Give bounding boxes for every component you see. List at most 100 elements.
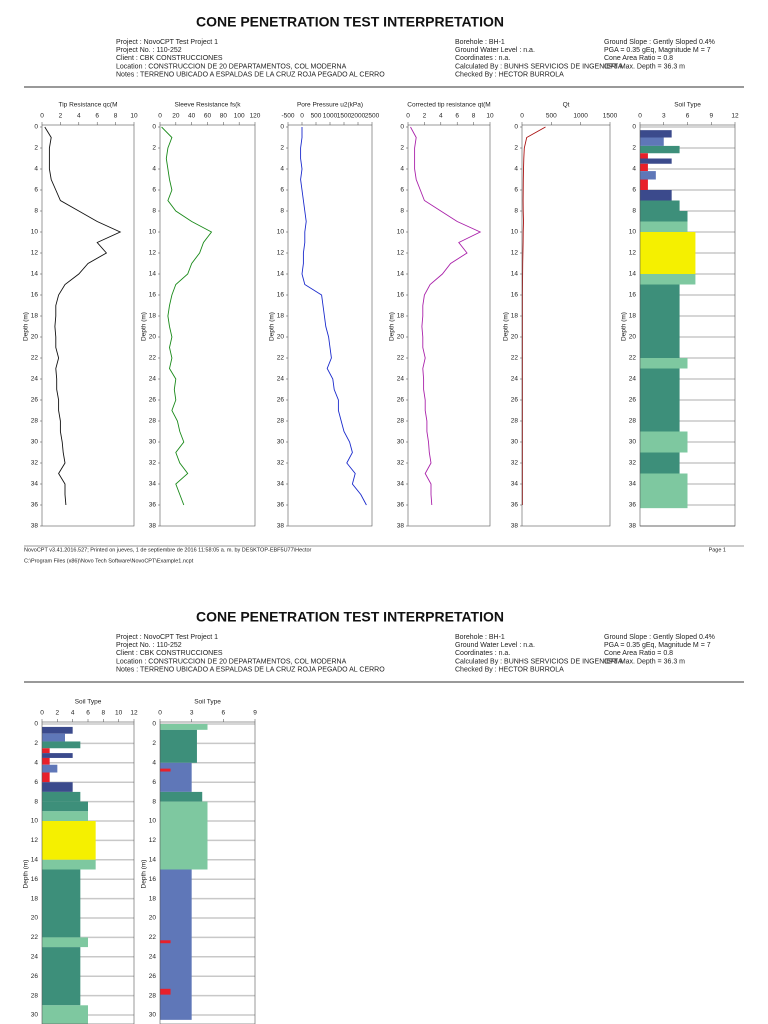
y-tick-label: 34 (629, 481, 637, 488)
x-tick-label: 1000 (323, 113, 338, 120)
soil-layer (640, 137, 664, 146)
y-tick-label: 14 (149, 857, 157, 864)
y-tick-label: 16 (149, 876, 157, 883)
y-axis-label: Depth (m) (621, 312, 628, 341)
page-title: CONE PENETRATION TEST INTERPRETATION (196, 609, 504, 625)
x-tick-label: 0 (40, 710, 44, 717)
y-tick-label: 32 (629, 460, 637, 467)
y-tick-label: 20 (629, 334, 637, 341)
x-tick-label: 9 (253, 710, 257, 717)
y-tick-label: 2 (280, 145, 284, 152)
y-tick-label: 24 (397, 376, 405, 383)
x-tick-label: 2 (56, 710, 60, 717)
header-line: Project : NovoCPT Test Project 1 (116, 39, 218, 46)
soil-layer (160, 724, 208, 730)
soil-layer (640, 190, 672, 201)
x-tick-label: 8 (102, 710, 106, 717)
x-tick-label: 2000 (351, 113, 366, 120)
panel-title: Corrected tip resistance qt(M (407, 102, 490, 109)
header-line: Borehole : BH-1 (455, 39, 505, 46)
y-tick-label: 36 (397, 502, 405, 509)
y-tick-label: 10 (149, 229, 157, 236)
y-tick-label: 38 (629, 523, 637, 530)
x-tick-label: 12 (731, 113, 739, 120)
soil-layer (640, 221, 688, 232)
x-tick-label: 6 (222, 710, 226, 717)
soil-layer (640, 153, 648, 159)
x-tick-label: 4 (439, 113, 443, 120)
y-tick-label: 36 (629, 502, 637, 509)
panel-title: Tip Resistance qc(M (59, 102, 118, 109)
y-tick-label: 10 (31, 818, 39, 825)
header-line: Project No. : 110-252 (116, 47, 182, 54)
y-tick-label: 26 (149, 397, 157, 404)
y-tick-label: 18 (31, 313, 39, 320)
x-tick-label: 8 (114, 113, 118, 120)
header-line: Client : CBK CONSTRUCCIONES (116, 55, 223, 62)
y-tick-label: 0 (514, 124, 518, 131)
y-tick-label: 8 (152, 208, 156, 215)
y-tick-label: 28 (629, 418, 637, 425)
x-tick-label: 0 (638, 113, 642, 120)
y-tick-label: 32 (511, 460, 519, 467)
y-tick-label: 6 (514, 187, 518, 194)
soil-layer (160, 762, 192, 792)
y-tick-label: 6 (34, 779, 38, 786)
header-line: Cone Area Ratio = 0.8 (604, 55, 673, 62)
x-tick-label: 0 (40, 113, 44, 120)
y-tick-label: 16 (629, 292, 637, 299)
y-tick-label: 16 (31, 292, 39, 299)
y-tick-label: 22 (277, 355, 285, 362)
soil-layer (42, 772, 50, 783)
x-tick-label: 120 (250, 113, 261, 120)
y-tick-label: 4 (152, 166, 156, 173)
y-tick-label: 24 (31, 954, 39, 961)
soil-layer (160, 988, 171, 995)
panel-frame (159, 721, 256, 1024)
panel-frame (41, 124, 135, 527)
soil-layer (42, 821, 96, 860)
soil-layer (640, 368, 680, 432)
y-tick-label: 30 (397, 439, 405, 446)
soil-layer (640, 145, 680, 154)
soil-layer (42, 947, 81, 1006)
page-title: CONE PENETRATION TEST INTERPRETATION (196, 14, 504, 30)
panel-title: Pore Pressure u2(kPa) (297, 102, 363, 109)
y-tick-label: 28 (31, 992, 39, 999)
footer-path: C:\Program Files (x86)\Novo Tech Softwar… (24, 558, 194, 564)
y-tick-label: 14 (277, 271, 285, 278)
y-tick-label: 22 (31, 355, 39, 362)
x-tick-label: 1000 (573, 113, 588, 120)
y-tick-label: 8 (280, 208, 284, 215)
y-tick-label: 24 (511, 376, 519, 383)
y-tick-label: 32 (31, 460, 39, 467)
y-tick-label: 10 (31, 229, 39, 236)
panel-title: Qt (563, 102, 570, 109)
x-tick-label: 500 (546, 113, 557, 120)
y-tick-label: 8 (632, 208, 636, 215)
soil-layer (42, 937, 88, 948)
header-line: Checked By : HECTOR BURROLA (455, 72, 564, 79)
y-tick-label: 4 (34, 166, 38, 173)
soil-layer (42, 869, 81, 938)
y-tick-label: 22 (629, 355, 637, 362)
x-tick-label: 0 (520, 113, 524, 120)
x-tick-label: 4 (71, 710, 75, 717)
x-tick-label: 3 (662, 113, 666, 120)
y-tick-label: 30 (31, 439, 39, 446)
soil-layer (640, 211, 688, 222)
y-tick-label: 10 (629, 229, 637, 236)
x-tick-label: 500 (311, 113, 322, 120)
footer-left: NovoCPT v3.41.2016.527; Printed on jueve… (24, 547, 312, 553)
x-tick-label: 0 (300, 113, 304, 120)
y-tick-label: 28 (511, 418, 519, 425)
y-tick-label: 8 (400, 208, 404, 215)
y-tick-label: 36 (31, 502, 39, 509)
x-tick-label: 6 (686, 113, 690, 120)
soil-layer (42, 741, 81, 749)
soil-layer (640, 163, 648, 172)
y-tick-label: 6 (400, 187, 404, 194)
y-tick-label: 8 (34, 208, 38, 215)
soil-layer (640, 284, 680, 358)
y-tick-label: 12 (397, 250, 405, 257)
